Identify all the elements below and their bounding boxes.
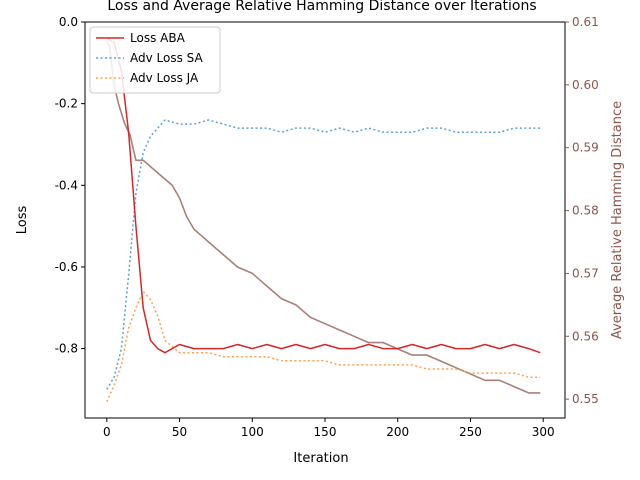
legend-label: Adv Loss JA xyxy=(130,71,199,85)
y-tick-label: 0.0 xyxy=(59,15,78,29)
y2-tick-label: 0.61 xyxy=(572,15,599,29)
y-axis-left: 0.0 -0.2 -0.4 -0.6 -0.8 xyxy=(55,15,85,356)
legend-box xyxy=(89,26,221,94)
y2-tick-label: 0.56 xyxy=(572,329,599,343)
x-tick-label: 250 xyxy=(459,425,482,439)
y2-tick-label: 0.57 xyxy=(572,266,599,280)
legend-label: Loss ABA xyxy=(130,31,186,45)
y-tick-label: -0.8 xyxy=(55,342,78,356)
y-tick-label: -0.4 xyxy=(55,178,78,192)
series-line-average-relative-hamming-distance xyxy=(106,40,541,394)
legend: Loss ABA Adv Loss SA Adv Loss JA xyxy=(89,26,221,94)
y-tick-label: -0.2 xyxy=(55,97,78,111)
y2-axis-label: Average Relative Hamming Distance xyxy=(610,101,625,339)
x-axis: 0 50 100 150 200 250 300 xyxy=(103,418,555,439)
x-axis-label: Iteration xyxy=(293,451,348,466)
series-line-adv-loss-ja xyxy=(106,290,541,403)
x-tick-label: 150 xyxy=(314,425,337,439)
y-axis-right: 0.55 0.56 0.57 0.58 0.59 0.60 0.61 xyxy=(565,15,599,406)
series-layer xyxy=(106,37,541,403)
x-tick-label: 300 xyxy=(532,425,555,439)
legend-label: Adv Loss SA xyxy=(130,51,204,65)
series-line-adv-loss-sa xyxy=(106,119,541,390)
x-tick-label: 50 xyxy=(172,425,187,439)
series-line-loss-aba xyxy=(106,37,541,354)
x-tick-label: 100 xyxy=(241,425,264,439)
y2-tick-label: 0.58 xyxy=(572,204,599,218)
y-tick-label: -0.6 xyxy=(55,260,78,274)
x-tick-label: 0 xyxy=(103,425,111,439)
y2-tick-label: 0.55 xyxy=(572,392,599,406)
x-tick-label: 200 xyxy=(386,425,409,439)
chart-title: Loss and Average Relative Hamming Distan… xyxy=(107,0,536,14)
y2-tick-label: 0.60 xyxy=(572,78,599,92)
y-axis-label: Loss xyxy=(15,206,30,235)
y2-tick-label: 0.59 xyxy=(572,141,599,155)
